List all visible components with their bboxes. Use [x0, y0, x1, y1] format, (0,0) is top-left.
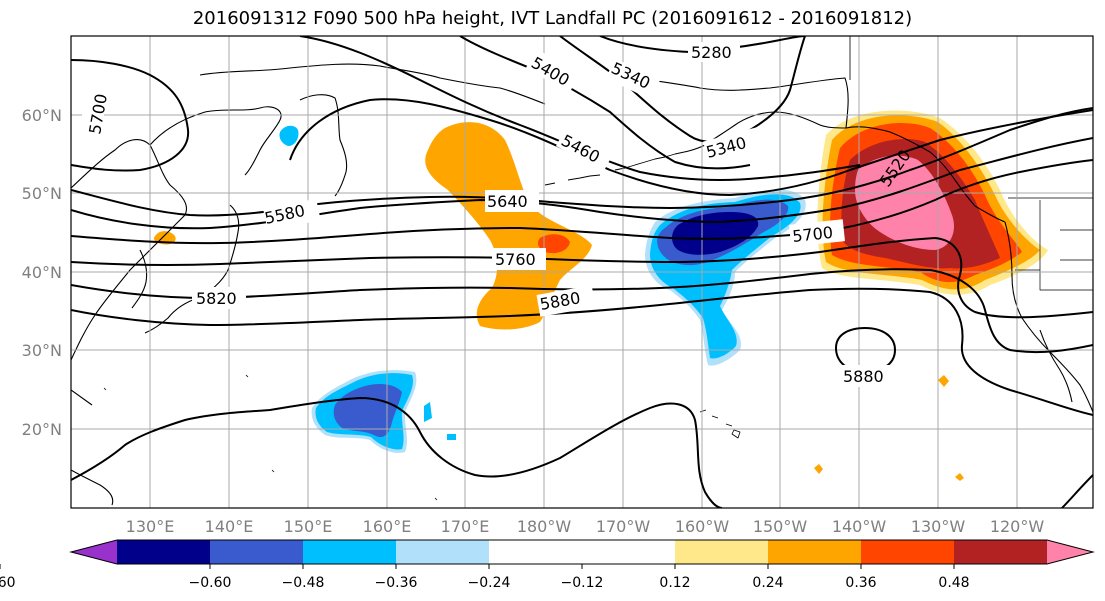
colorbar-segment: [582, 540, 676, 564]
colorbar-segment: [675, 540, 769, 564]
map-frame: [70, 35, 1094, 509]
contour-5760: [71, 236, 1093, 319]
contour-label: 5880: [536, 285, 596, 317]
lat-label: 20°N: [22, 420, 62, 439]
colorbar-tick-label: −0.60: [189, 575, 232, 591]
ivt-negative-small: [424, 402, 432, 422]
contour-5880-east: [1061, 474, 1093, 508]
colorbar-tick-label: 0.12: [659, 575, 690, 591]
ivt-negative-small2: [447, 434, 456, 440]
lat-label: 40°N: [22, 263, 62, 282]
lon-label: 150°E: [284, 517, 333, 536]
lat-label: 30°N: [22, 341, 62, 360]
map-title: 2016091312 F090 500 hPa height, IVT Land…: [192, 8, 913, 29]
ivt-positive-small1: [938, 375, 949, 387]
contour-5520: [289, 98, 1093, 197]
lon-label: 170°W: [596, 517, 651, 536]
contour-label-text: 5640: [487, 192, 528, 211]
contour-label: 5640: [485, 190, 539, 212]
contour-5820: [71, 268, 1093, 354]
lat-labels: 60°N 50°N 40°N 30°N 20°N: [22, 106, 62, 439]
colorbar-ticks: −0.60 −0.48 −0.36 −0.24 −0.12 0.12 0.24 0.36 0.4…: [0, 564, 970, 591]
coastline-japan: [144, 204, 240, 334]
coastline-china: [71, 389, 114, 506]
ivt-shading: [153, 110, 1048, 481]
coastline-bc: [845, 126, 1006, 223]
colorbar-tick-label: 0.60: [0, 575, 16, 591]
colorbar-tick-label: −0.24: [468, 575, 511, 591]
colorbar-outline: [69, 539, 1095, 565]
contour-label-text: 5700: [791, 223, 833, 246]
contour-label: 5580: [263, 198, 321, 232]
contour-5580: [71, 107, 1093, 217]
map-panel: 5700 5400 5340 5280 5340: [70, 35, 1094, 509]
lon-labels: 130°E 140°E 150°E 160°E 170°E 180°W 170°…: [126, 517, 1045, 536]
ivt-positive-landfall-pink: [855, 155, 955, 250]
ivt-negative-west-blue: [333, 384, 402, 438]
colorbar-tick-label: −0.12: [561, 575, 604, 591]
colorbar-segment: [954, 540, 1048, 564]
ivt-positive-small2: [814, 464, 823, 474]
colorbar-segment: [396, 540, 490, 564]
contour-label-text: 5820: [196, 289, 237, 308]
colorbar-fills: [71, 540, 1093, 564]
coastline-korea: [131, 249, 148, 309]
border-states: [1015, 200, 1093, 291]
coastline-westcoast: [1004, 221, 1093, 413]
contour-5880-north: [71, 287, 1093, 416]
colorbar-tick-label: 0.48: [938, 575, 969, 591]
colorbar-segment: [768, 540, 862, 564]
contour-5640: [71, 137, 1093, 230]
ivt-positive-plume: [425, 122, 592, 330]
lon-label: 180°W: [517, 517, 572, 536]
contour-5880-south: [71, 396, 723, 508]
lon-label: 120°W: [990, 517, 1045, 536]
colorbar-tick-label: −0.36: [375, 575, 418, 591]
coastline-hawaii: [699, 409, 741, 439]
ivt-negative-central-navy: [672, 212, 759, 255]
contour-label: 5820: [192, 287, 246, 309]
colorbar-segment: [861, 540, 955, 564]
graticule: [71, 36, 1093, 508]
coastline-baja: [1039, 329, 1073, 403]
ivt-negative-kamchatka: [279, 125, 299, 146]
lon-label: 150°W: [753, 517, 808, 536]
contour-label: 5880: [840, 365, 894, 387]
colorbar-segment: [489, 540, 583, 564]
lon-label: 140°W: [832, 517, 887, 536]
contour-label-text: 5880: [843, 367, 884, 386]
colorbar-segment: [303, 540, 397, 564]
lon-label: 170°E: [441, 517, 490, 536]
colorbar-extend-high: [1047, 540, 1093, 564]
coastline-alaska: [609, 71, 849, 155]
lon-label: 160°W: [675, 517, 730, 536]
lat-label: 50°N: [22, 184, 62, 203]
lat-label: 60°N: [22, 106, 62, 125]
border-canada-us: [849, 36, 1093, 199]
coastline-islands: [103, 374, 438, 501]
ivt-positive-small3: [955, 473, 964, 481]
lon-label: 130°E: [126, 517, 175, 536]
colorbar-segment: [117, 540, 211, 564]
contour-5700: [71, 159, 1093, 245]
contour-5700-west: [71, 59, 190, 172]
coastline-kamchatka: [299, 94, 348, 197]
colorbar-segment: [210, 540, 304, 564]
colorbar-extend-low: [71, 540, 117, 564]
contour-5400: [459, 36, 751, 170]
contour-label: 5760: [492, 248, 546, 270]
contour-label-text: 5760: [495, 250, 536, 269]
colorbar-tick-label: −0.48: [282, 575, 325, 591]
contour-label: 5280: [688, 42, 740, 62]
lon-label: 130°W: [911, 517, 966, 536]
colorbar: −0.60 −0.48 −0.36 −0.24 −0.12 0.12 0.24 0.36 0.4…: [0, 539, 1095, 591]
contour-label: 5700: [788, 219, 846, 247]
lon-label: 140°E: [205, 517, 254, 536]
colorbar-tick-label: 0.36: [845, 575, 876, 591]
colorbar-tick-label: 0.24: [752, 575, 783, 591]
lon-label: 160°E: [363, 517, 412, 536]
contour-label-text: 5280: [691, 43, 732, 62]
